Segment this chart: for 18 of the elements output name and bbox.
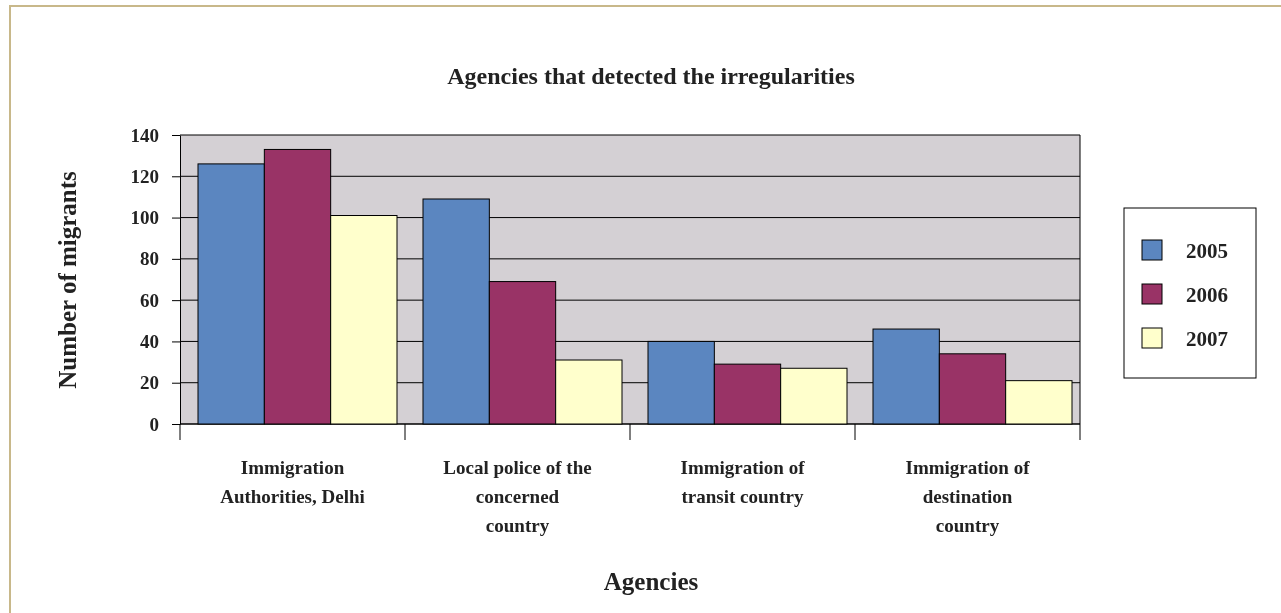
y-tick-label: 20 bbox=[140, 372, 159, 394]
legend-label: 2005 bbox=[1186, 239, 1228, 263]
x-tick-label: Immigration of transit country bbox=[680, 457, 806, 507]
x-tick-label: Local police of the concerned country bbox=[443, 457, 592, 536]
x-tick-label: Immigration Authorities, Delhi bbox=[220, 457, 365, 507]
y-tick-label: 0 bbox=[149, 413, 159, 435]
chart-title: Agencies that detected the irregularities bbox=[447, 63, 855, 89]
legend-label: 2007 bbox=[1186, 327, 1228, 351]
y-tick-label: 140 bbox=[130, 124, 159, 146]
y-tick-label: 80 bbox=[140, 248, 159, 270]
y-tick-label: 40 bbox=[140, 331, 159, 353]
legend-label: 2006 bbox=[1186, 283, 1228, 307]
y-axis-title: Number of migrants bbox=[54, 170, 81, 389]
y-tick-label: 120 bbox=[130, 165, 159, 187]
y-tick-label: 100 bbox=[130, 207, 159, 229]
x-axis-title: Agencies bbox=[603, 568, 699, 595]
y-tick-label: 60 bbox=[140, 289, 159, 311]
x-tick-label: Immigration of destination country bbox=[905, 457, 1031, 536]
